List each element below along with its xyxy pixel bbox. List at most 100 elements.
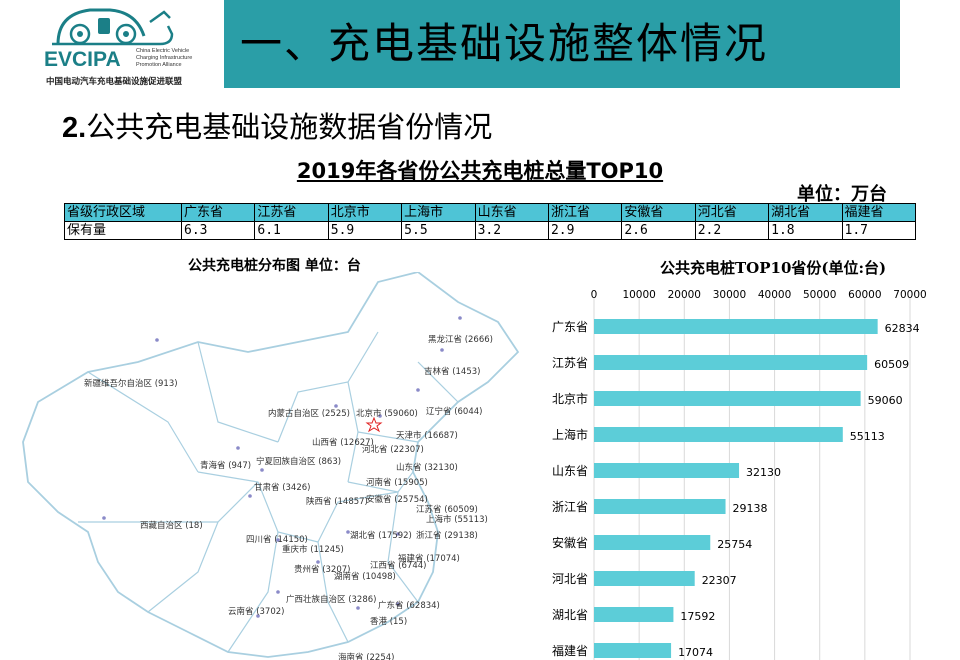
chart-category-label: 山东省	[552, 464, 588, 478]
map-label: 安徽省 (25754)	[366, 494, 428, 505]
map-label: 陕西省 (14857)	[306, 496, 368, 507]
chart-x-tick-label: 50000	[803, 289, 836, 301]
chart-category-label: 河北省	[552, 572, 588, 586]
top10-bar-chart: 0 10000 20000 30000 40000 50000 60000 70000 广东省…	[552, 289, 927, 660]
table-row-label: 保有量	[64, 221, 182, 240]
table-cell: 6.1	[254, 221, 329, 240]
province-borders	[78, 331, 459, 653]
logo-brand: EVCIPA	[44, 48, 121, 71]
chart-category-label: 上海市	[552, 427, 588, 442]
map-label: 黑龙江省 (2666)	[428, 334, 493, 345]
section-heading: 2.公共充电基础设施数据省份情况	[62, 104, 492, 146]
logo-mark-icon	[52, 8, 174, 46]
chart-category-label: 广东省	[552, 320, 588, 334]
chart-data-label: 62834	[885, 322, 920, 335]
chart-x-tick-label: 40000	[758, 289, 791, 301]
map-label: 贵州省 (3207)	[294, 564, 350, 575]
chart-category-label: 福建省	[552, 643, 588, 658]
map-label: 吉林省 (1453)	[424, 366, 480, 377]
map-outline	[22, 272, 520, 658]
logo-english-line-1: China Electric Vehicle	[136, 48, 189, 54]
table-cell: 2.6	[621, 221, 696, 240]
evcipa-logo: EVCIPA China Electric Vehicle Charging I…	[44, 8, 192, 87]
chart-category-label: 安徽省	[552, 535, 588, 550]
logo-english-line-3: Promotion Alliance	[136, 62, 182, 68]
chart-category-label: 浙江省	[552, 500, 588, 514]
map-label: 山东省 (32130)	[396, 462, 458, 473]
map-label: 青海省 (947)	[200, 460, 251, 471]
map-label: 内蒙古自治区 (2525)	[268, 408, 350, 419]
chart-x-tick-label: 10000	[622, 289, 655, 301]
table-cell: 2.9	[547, 221, 623, 240]
map-label: 辽宁省 (6044)	[426, 406, 482, 417]
logo-english-line-2: Charging Infrastructure	[136, 55, 192, 61]
map-label: 江西省 (6744)	[370, 560, 426, 571]
map-label: 山西省 (12627)	[312, 437, 374, 448]
chart-data-label: 22307	[702, 574, 737, 587]
map-labels: 黑龙江省 (2666) 吉林省 (1453) 新疆维吾尔自治区 (913) 内蒙…	[84, 334, 493, 660]
chart-bar	[594, 499, 726, 514]
map-label: 宁夏回族自治区 (863)	[256, 456, 341, 467]
logo-chinese-name: 中国电动汽车充电基础设施促进联盟	[46, 76, 183, 87]
map-label: 重庆市 (11245)	[282, 544, 344, 555]
map-markers	[102, 316, 462, 618]
chart-x-tick-label: 30000	[713, 289, 746, 301]
chart-category-label: 江苏省	[552, 356, 588, 370]
map-label: 河南省 (15905)	[366, 477, 428, 488]
chart-category-label: 北京市	[552, 391, 588, 406]
chart-bar	[594, 571, 695, 586]
chart-bar	[594, 607, 674, 622]
slide-title: 一、充电基础设施整体情况	[240, 19, 769, 68]
header-banner	[224, 0, 900, 88]
chart-x-tick-label: 60000	[848, 289, 881, 301]
chart-data-label: 60509	[874, 358, 909, 371]
map-label: 福建省 (17074)	[398, 553, 460, 564]
table-header-cell: 浙江省	[547, 203, 623, 222]
map-label: 海南省 (2254)	[338, 652, 394, 660]
map-label: 河北省 (22307)	[362, 444, 424, 455]
map-label: 四川省 (14150)	[246, 534, 308, 545]
chart-bar	[594, 643, 672, 658]
chart-data-label: 17074	[678, 646, 713, 659]
chart-bar	[594, 463, 740, 478]
map-label: 西藏自治区 (18)	[140, 520, 203, 531]
section-heading-text: 公共充电基础设施数据省份情况	[86, 110, 493, 144]
chart-category-label: 湖北省	[552, 607, 588, 622]
map-label: 湖南省 (10498)	[334, 571, 396, 582]
chart-data-labels: 62834 60509 59060 55113 32130 29138 25754 22307…	[678, 322, 920, 659]
table-header-cell: 河北省	[694, 203, 770, 222]
beijing-star-icon	[365, 416, 383, 433]
map-label: 北京市 (59060)	[356, 408, 418, 419]
map-label: 天津市 (16687)	[396, 430, 458, 441]
chart-data-label: 59060	[868, 394, 903, 407]
table-unit: 单位：万台	[797, 184, 887, 205]
map-label: 甘肃省 (3426)	[254, 482, 310, 493]
table-header-label: 省级行政区域	[64, 203, 182, 222]
chart-data-label: 25754	[717, 538, 752, 551]
chart-data-label: 55113	[850, 430, 885, 443]
table-row: 保有量 6.3 6.1 5.9 5.5 3.2 2.9 2.6 2.2 1.8 …	[64, 221, 917, 240]
table-title: 2019年各省份公共充电桩总量TOP10	[296, 159, 664, 183]
chart-bar	[594, 535, 711, 550]
table-header-cell: 江苏省	[254, 203, 329, 222]
table-header-cell: 上海市	[401, 203, 476, 222]
chart-x-ticks: 0 10000 20000 30000 40000 50000 60000 70000	[591, 289, 927, 301]
chart-x-tick-label: 20000	[668, 289, 701, 301]
table-cell: 5.9	[327, 221, 403, 240]
chart-bars	[594, 319, 878, 658]
table-cell: 2.2	[694, 221, 770, 240]
chart-bar	[594, 427, 843, 442]
table-header-cell: 安徽省	[621, 203, 696, 222]
table-cell: 3.2	[474, 221, 549, 240]
chart-x-tick-label: 0	[591, 289, 598, 301]
chart-x-tick-label: 70000	[893, 289, 926, 301]
map-label: 湖北省 (17592)	[350, 530, 412, 541]
map-label: 香港 (15)	[370, 616, 407, 627]
table-header-cell: 山东省	[474, 203, 549, 222]
chart-title: 公共充电桩TOP10省份(单位:台)	[660, 259, 887, 277]
map-label: 浙江省 (29138)	[416, 530, 478, 541]
table-header-cell: 湖北省	[768, 203, 843, 222]
table-cell: 1.7	[841, 221, 917, 240]
chart-data-label: 32130	[746, 466, 781, 479]
map-label: 广东省 (62834)	[378, 600, 440, 611]
